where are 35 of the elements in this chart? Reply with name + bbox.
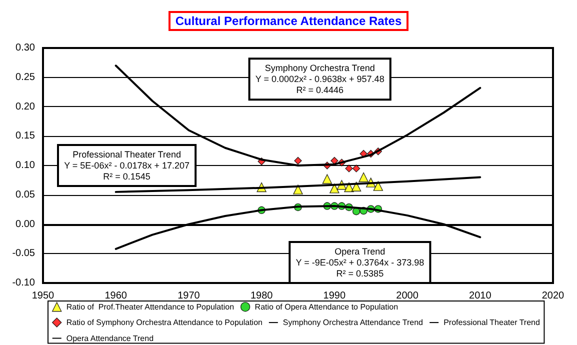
point — [345, 164, 353, 172]
point — [330, 184, 340, 194]
y-tick-label: 0.30 — [16, 42, 36, 54]
legend-label: Professional Theater Trend — [444, 318, 540, 328]
point — [352, 164, 360, 172]
y-tick-label: 0.15 — [16, 130, 36, 142]
point — [322, 174, 332, 184]
y-tick-label: 0.05 — [16, 189, 36, 200]
x-tick-label: 2000 — [396, 290, 419, 302]
y-tick-label: 0.20 — [16, 101, 36, 112]
legend-label: Ratio of Opera Attendance to Population — [254, 302, 398, 312]
annotation: Professional Theater Trend Y = 5E-06x² - 0.0178x + 17.207 R² = 0.1545 — [64, 150, 190, 182]
x-tick-label: 1990 — [323, 290, 346, 302]
y-tick-label: -0.05 — [12, 248, 36, 260]
y-tick-label: 0.00 — [16, 218, 36, 230]
point — [293, 184, 303, 194]
legend-label: Ratio of Prof.Theater Attendance to Population — [66, 302, 234, 312]
legend-label: Symphony Orchestra Attendance Trend — [282, 318, 423, 328]
legend-label: Opera Attendance Trend — [66, 334, 154, 343]
x-tick-label: 2020 — [542, 290, 565, 302]
x-tick-label: 2010 — [469, 290, 492, 302]
point — [358, 172, 368, 182]
point — [373, 181, 383, 191]
annotation: Symphony Orchestra Trend Y = 0.0002x² - 0.9638x + 957.48 R² = 0.4446 — [255, 63, 384, 96]
point — [294, 156, 302, 165]
y-tick-label: -0.10 — [12, 278, 36, 288]
x-tick-label: 1960 — [104, 290, 128, 302]
x-tick-label: 1980 — [250, 290, 274, 302]
annotation: Opera Trend Y = -9E-05x² + 0.3764x - 373.98 R² = 0.5385 — [296, 246, 424, 278]
legend-label: Ratio of Symphony Orchestra Attendance to Population — [66, 318, 262, 328]
y-tick-label: 0.25 — [16, 72, 36, 83]
y-tick-label: 0.10 — [16, 160, 36, 171]
x-tick-label: 1970 — [178, 290, 200, 302]
chart-title: Cultural Performance Attendance Rates — [175, 14, 402, 28]
x-tick-label: 1950 — [32, 290, 55, 302]
